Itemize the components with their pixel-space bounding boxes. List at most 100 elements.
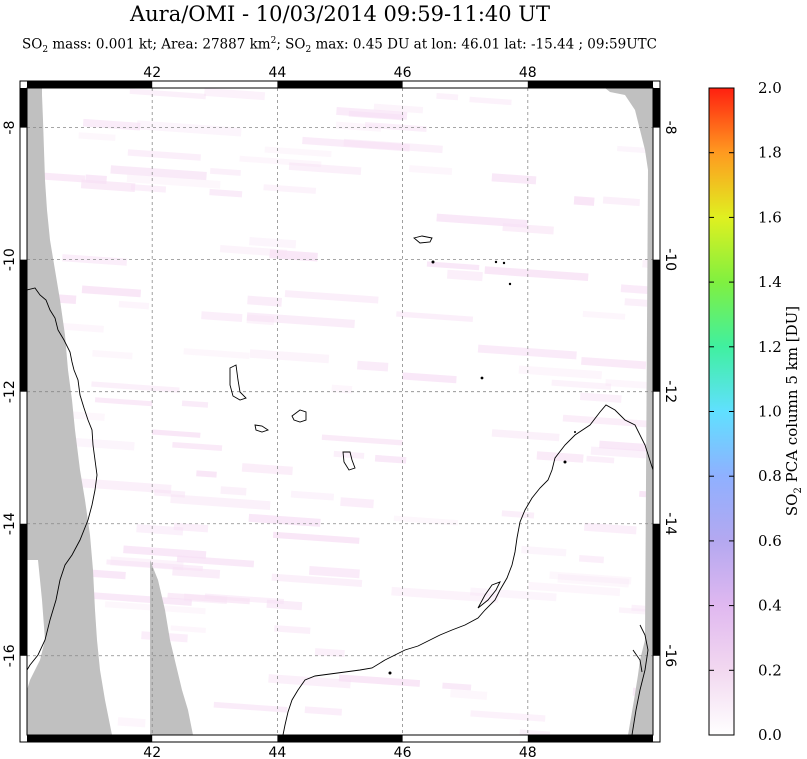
- x-tick-label-top: 48: [519, 65, 537, 81]
- y-axis-left: -8 -10 -12 -14 -16: [2, 121, 18, 668]
- so2-streak: [446, 269, 483, 282]
- coastlines: [27, 235, 653, 735]
- colorbar-ticks: 0.0 0.2 0.4 0.6 0.8 1.0 1.2 1.4 1.6 1.8 2.0: [709, 79, 782, 744]
- so2-streak: [518, 365, 603, 380]
- so2-streak: [501, 510, 535, 519]
- subtitle-rest: max: 0.45 DU at lon: 46.01 lat: -15.44 ;…: [311, 36, 657, 53]
- so2-streak: [469, 96, 512, 106]
- so2-streak: [106, 559, 204, 572]
- so2-streak: [136, 524, 184, 536]
- so2-streak: [551, 379, 612, 390]
- x-axis-bottom: 42 44 46 48: [143, 745, 536, 759]
- so2-streak: [85, 174, 107, 184]
- frame-tick-bars: [19, 80, 661, 743]
- so2-streak: [220, 486, 247, 496]
- colorbar-tick-label: 1.4: [758, 273, 782, 291]
- so2-streak: [127, 149, 201, 161]
- so2-streak: [92, 349, 133, 360]
- so2-streak: [94, 397, 153, 407]
- subtitle-sep: ; SO: [276, 36, 306, 53]
- so2-streak: [578, 555, 604, 564]
- so2-streak: [519, 729, 551, 735]
- colorbar-tick-label: 0.4: [758, 597, 782, 615]
- so2-streak: [302, 136, 410, 152]
- so2-streak: [590, 446, 653, 460]
- so2-streak: [151, 429, 201, 438]
- so2-streak: [374, 454, 407, 464]
- frame-bar-bottom: [277, 735, 403, 742]
- so2-streak: [599, 440, 653, 456]
- so2-streak: [290, 490, 335, 501]
- so2-streak: [170, 494, 271, 511]
- so2-streak: [78, 132, 116, 142]
- subtitle-mass: mass: 0.001 kt; Area: 27887 km: [48, 36, 271, 53]
- colorbar-tick-label: 0.6: [758, 532, 782, 550]
- so2-streak: [35, 172, 86, 183]
- so2-streak: [584, 522, 637, 535]
- frame-bar-right: [653, 88, 660, 128]
- x-axis-top: 42 44 46 48: [143, 65, 536, 81]
- madagascar-west-bay: [477, 581, 501, 609]
- so2-streak: [249, 237, 297, 249]
- so2-streak: [573, 196, 595, 206]
- frame-bar-right: [653, 523, 660, 656]
- aldabra: [413, 235, 433, 244]
- so2-streak: [247, 295, 283, 307]
- so2-streak: [118, 300, 150, 310]
- so2-streak: [477, 344, 577, 360]
- so2-streak: [549, 571, 632, 585]
- so2-streak: [288, 162, 362, 175]
- colorbar-label-a: SO: [783, 494, 801, 517]
- colorbar-tick-label: 1.2: [758, 338, 782, 356]
- africa-coast: [27, 287, 98, 671]
- so2-streak: [204, 88, 266, 101]
- so2-streak: [167, 592, 250, 605]
- so2-streak: [274, 625, 311, 635]
- so2-streak: [321, 434, 403, 446]
- so2-streak: [333, 450, 365, 459]
- chart-title: Aura/OMI - 10/03/2014 09:59-11:40 UT: [129, 2, 550, 26]
- outer-frame: [19, 80, 661, 743]
- subtitle-sup2: 2: [270, 36, 277, 46]
- mayotte: [342, 451, 356, 471]
- so2-streak: [617, 145, 653, 155]
- so2-streak: [470, 710, 546, 722]
- y-tick-label-right: -16: [662, 644, 678, 667]
- x-tick-label-bottom: 42: [143, 745, 161, 759]
- so2-streak: [373, 103, 424, 114]
- so2-streak: [210, 167, 241, 176]
- so2-streak: [213, 701, 288, 713]
- so2-streak: [491, 173, 537, 185]
- so2-streak: [271, 573, 363, 587]
- colorbar-tick-label: 0.8: [758, 467, 782, 485]
- no-data-left-swath: [27, 88, 112, 735]
- subtitle-sub2b: 2: [305, 45, 312, 56]
- madagascar-east-upper: [632, 649, 643, 673]
- colorbar-tick-label: 0.0: [758, 726, 782, 744]
- so2-streak: [393, 515, 459, 526]
- so2-streak: [266, 599, 303, 611]
- so2-streak: [491, 429, 560, 442]
- so2-streak: [136, 120, 242, 137]
- so2-streak: [123, 545, 207, 559]
- so2-streak: [562, 414, 653, 428]
- so2-streak: [605, 379, 653, 393]
- so2-streak: [396, 311, 474, 322]
- colorbar-tick-label: 1.8: [758, 144, 782, 162]
- so2-streak: [586, 455, 615, 464]
- so2-streak: [536, 451, 584, 463]
- so2-streak: [521, 545, 567, 557]
- so2-streak: [154, 489, 186, 498]
- frame-bar-left: [20, 88, 27, 128]
- x-tick-label-top: 42: [143, 65, 161, 81]
- frame-bar-top: [527, 81, 653, 88]
- colorbar-label-sub: 2: [793, 487, 804, 493]
- madagascar-east-coast: [631, 624, 649, 735]
- so2-streak: [170, 625, 206, 633]
- frame-bar-left: [20, 523, 27, 656]
- colorbar-tick-label: 1.6: [758, 208, 782, 226]
- x-tick-label-bottom: 46: [394, 745, 412, 759]
- so2-streak: [284, 290, 379, 304]
- so2-streak: [91, 381, 180, 393]
- so2-streak: [172, 441, 223, 452]
